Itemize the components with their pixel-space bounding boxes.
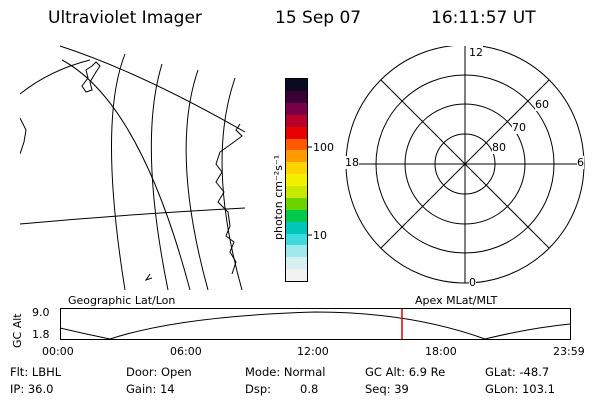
polar-plot bbox=[345, 46, 585, 284]
colorbar-band bbox=[286, 79, 307, 91]
altitude-xtick-1200: 12:00 bbox=[297, 345, 329, 358]
dsp-value: 0.8 bbox=[300, 382, 319, 396]
altitude-plot-frame bbox=[60, 308, 571, 340]
gc-alt-info: GC Alt: 6.9 Re bbox=[365, 365, 446, 379]
map-gridline bbox=[221, 77, 243, 290]
map-gridline bbox=[59, 45, 246, 133]
colorbar-band bbox=[286, 126, 307, 139]
mlt-label-12: 12 bbox=[469, 46, 483, 59]
colorbar-band bbox=[286, 102, 307, 115]
colorbar-band bbox=[286, 150, 307, 163]
colorbar-band bbox=[286, 162, 307, 175]
dsp-label: Dsp: bbox=[245, 382, 272, 396]
altitude-xtick-0000: 00:00 bbox=[42, 345, 74, 358]
polar-diagonal bbox=[380, 79, 550, 249]
mlat-label-60: 60 bbox=[535, 98, 549, 111]
colorbar-band bbox=[286, 257, 307, 270]
mlat-label-80: 80 bbox=[492, 141, 506, 154]
altitude-curve bbox=[60, 311, 571, 340]
colorbar-band bbox=[286, 245, 307, 258]
altitude-plot bbox=[60, 308, 571, 340]
altitude-ylabel: GC Alt bbox=[11, 313, 24, 348]
instrument-title: Ultraviolet Imager bbox=[48, 8, 202, 28]
colorbar-band bbox=[286, 221, 307, 234]
map-gridline bbox=[61, 59, 191, 290]
colorbar-band bbox=[286, 197, 307, 210]
filter-info: Flt: LBHL bbox=[10, 365, 62, 379]
colorbar-band bbox=[286, 114, 307, 127]
colorbar-band bbox=[286, 209, 307, 222]
coastline bbox=[81, 61, 101, 93]
glon-info: GLon: 103.1 bbox=[485, 382, 555, 396]
door-info: Door: Open bbox=[126, 365, 192, 379]
map-gridline bbox=[111, 53, 126, 290]
map-gridline bbox=[150, 63, 169, 290]
date-label: 15 Sep 07 bbox=[275, 8, 362, 28]
altitude-ytick-top: 9.0 bbox=[32, 306, 50, 319]
colorbar-band bbox=[286, 174, 307, 186]
glat-info: GLat: -48.7 bbox=[485, 365, 550, 379]
colorbar-ticks bbox=[307, 146, 312, 236]
seq-info: Seq: 39 bbox=[365, 382, 409, 396]
time-label: 16:11:57 UT bbox=[431, 8, 536, 28]
altitude-xtick-0600: 06:00 bbox=[170, 345, 202, 358]
colorbar bbox=[285, 78, 308, 282]
map-gridline bbox=[20, 59, 91, 95]
colorbar-band bbox=[286, 269, 307, 281]
colorbar-tick-100: 100 bbox=[313, 141, 334, 154]
gain-info: Gain: 14 bbox=[126, 382, 175, 396]
colorbar-label: photon cm⁻²s⁻¹ bbox=[272, 154, 285, 240]
mlt-label-18: 18 bbox=[345, 156, 359, 169]
mode-info: Mode: Normal bbox=[245, 365, 326, 379]
altitude-xtick-2359: 23:59 bbox=[553, 345, 585, 358]
geographic-panel-title: Geographic Lat/Lon bbox=[68, 294, 176, 307]
map-gridline bbox=[185, 69, 209, 290]
colorbar-band bbox=[286, 186, 307, 198]
mlt-label-6: 6 bbox=[577, 156, 584, 169]
coastline bbox=[215, 123, 243, 275]
ip-info: IP: 36.0 bbox=[10, 382, 54, 396]
geographic-map bbox=[20, 45, 246, 290]
coastline bbox=[20, 117, 27, 155]
altitude-xtick-1800: 18:00 bbox=[425, 345, 457, 358]
colorbar-tick-10: 10 bbox=[313, 229, 327, 242]
colorbar-band bbox=[286, 138, 307, 151]
apex-panel-title: Apex MLat/MLT bbox=[415, 294, 498, 307]
mlt-label-0: 0 bbox=[469, 276, 476, 289]
altitude-ytick-bottom: 1.8 bbox=[32, 328, 50, 341]
map-gridline bbox=[20, 207, 246, 225]
colorbar-band bbox=[286, 91, 307, 103]
mlat-label-70: 70 bbox=[512, 121, 526, 134]
coastline bbox=[144, 273, 153, 281]
colorbar-band bbox=[286, 233, 307, 246]
